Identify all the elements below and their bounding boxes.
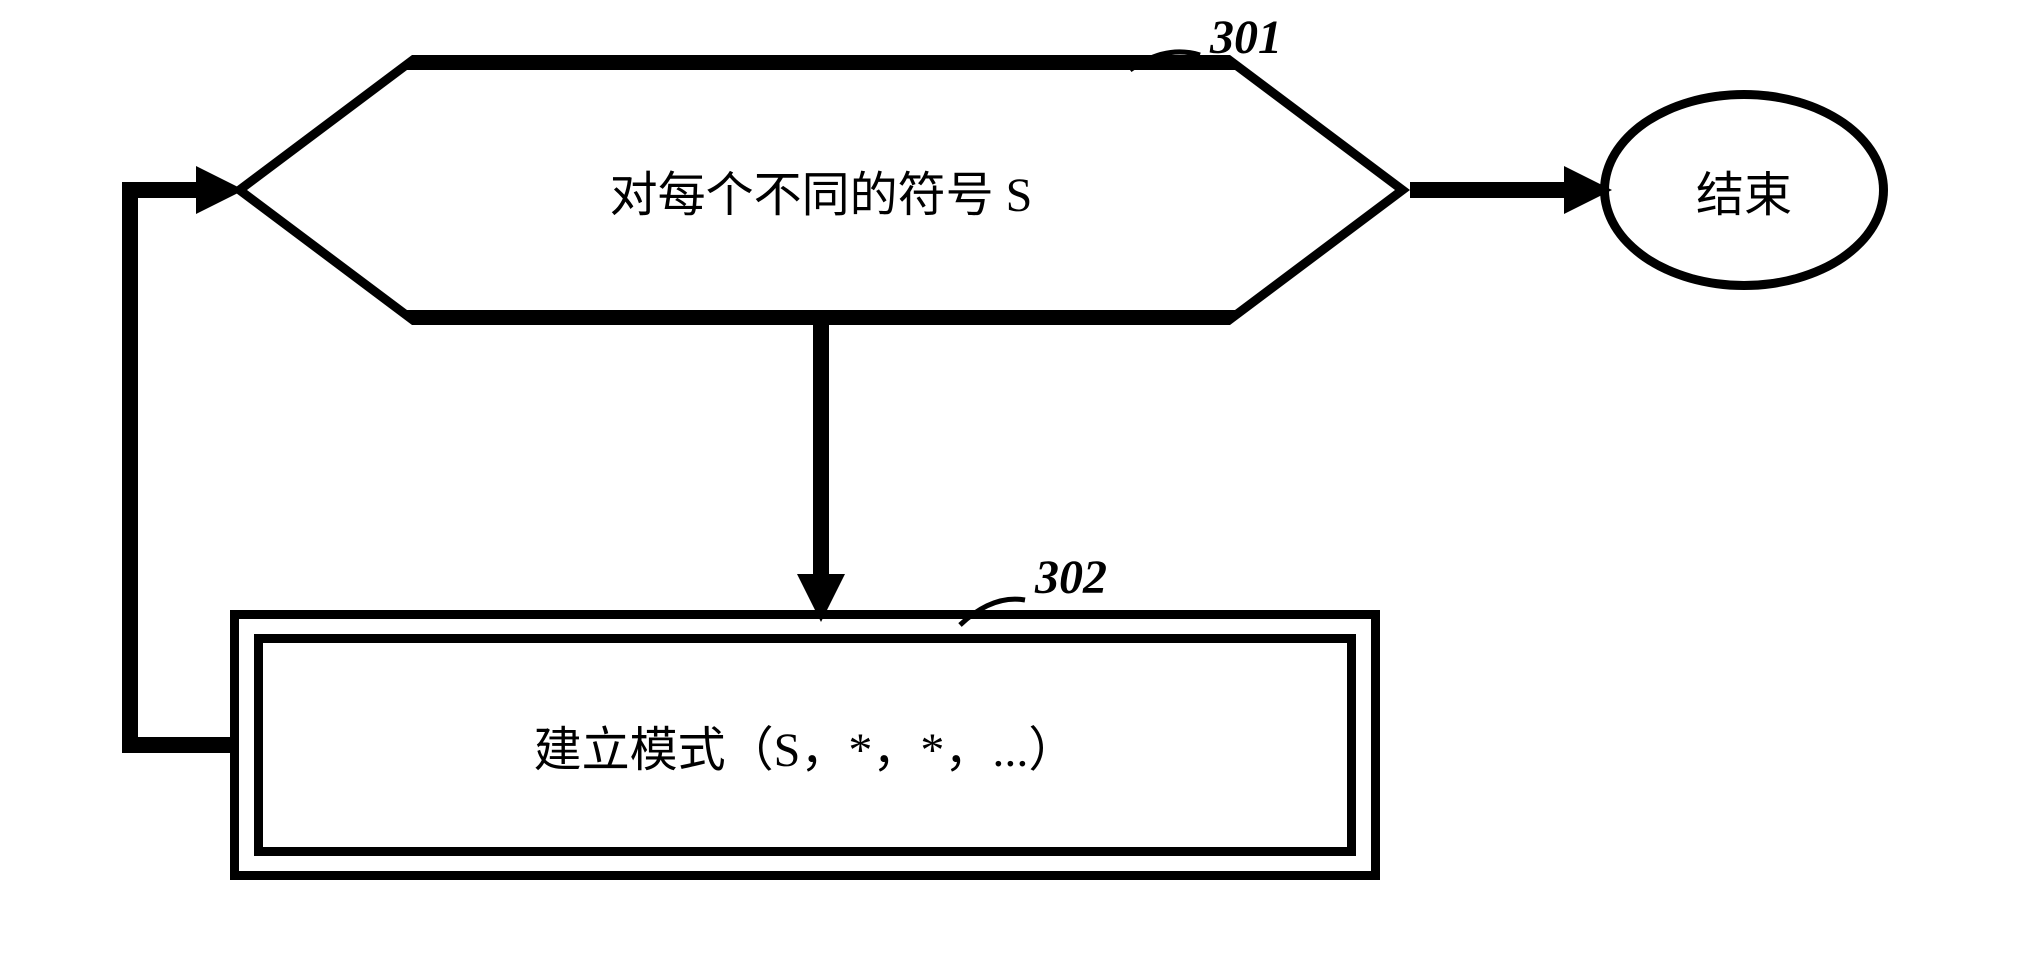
edge-rect-to-hex-loop <box>130 190 230 745</box>
process-text: 建立模式（S，*，*，...） <box>263 643 1347 847</box>
process-node: 建立模式（S，*，*，...） <box>230 610 1380 880</box>
process-inner-border: 建立模式（S，*，*，...） <box>254 634 1356 856</box>
end-node: 结束 <box>1600 90 1888 290</box>
end-node-text: 结束 <box>1609 99 1879 281</box>
hexagon-text: 对每个不同的符号 S <box>412 55 1230 325</box>
flowchart-canvas: 对每个不同的符号 S 301 结束 建立模式（S，*，*，...） 302 <box>0 0 2035 954</box>
hexagon-id-label: 301 <box>1210 10 1282 65</box>
process-id-label: 302 <box>1035 550 1107 605</box>
